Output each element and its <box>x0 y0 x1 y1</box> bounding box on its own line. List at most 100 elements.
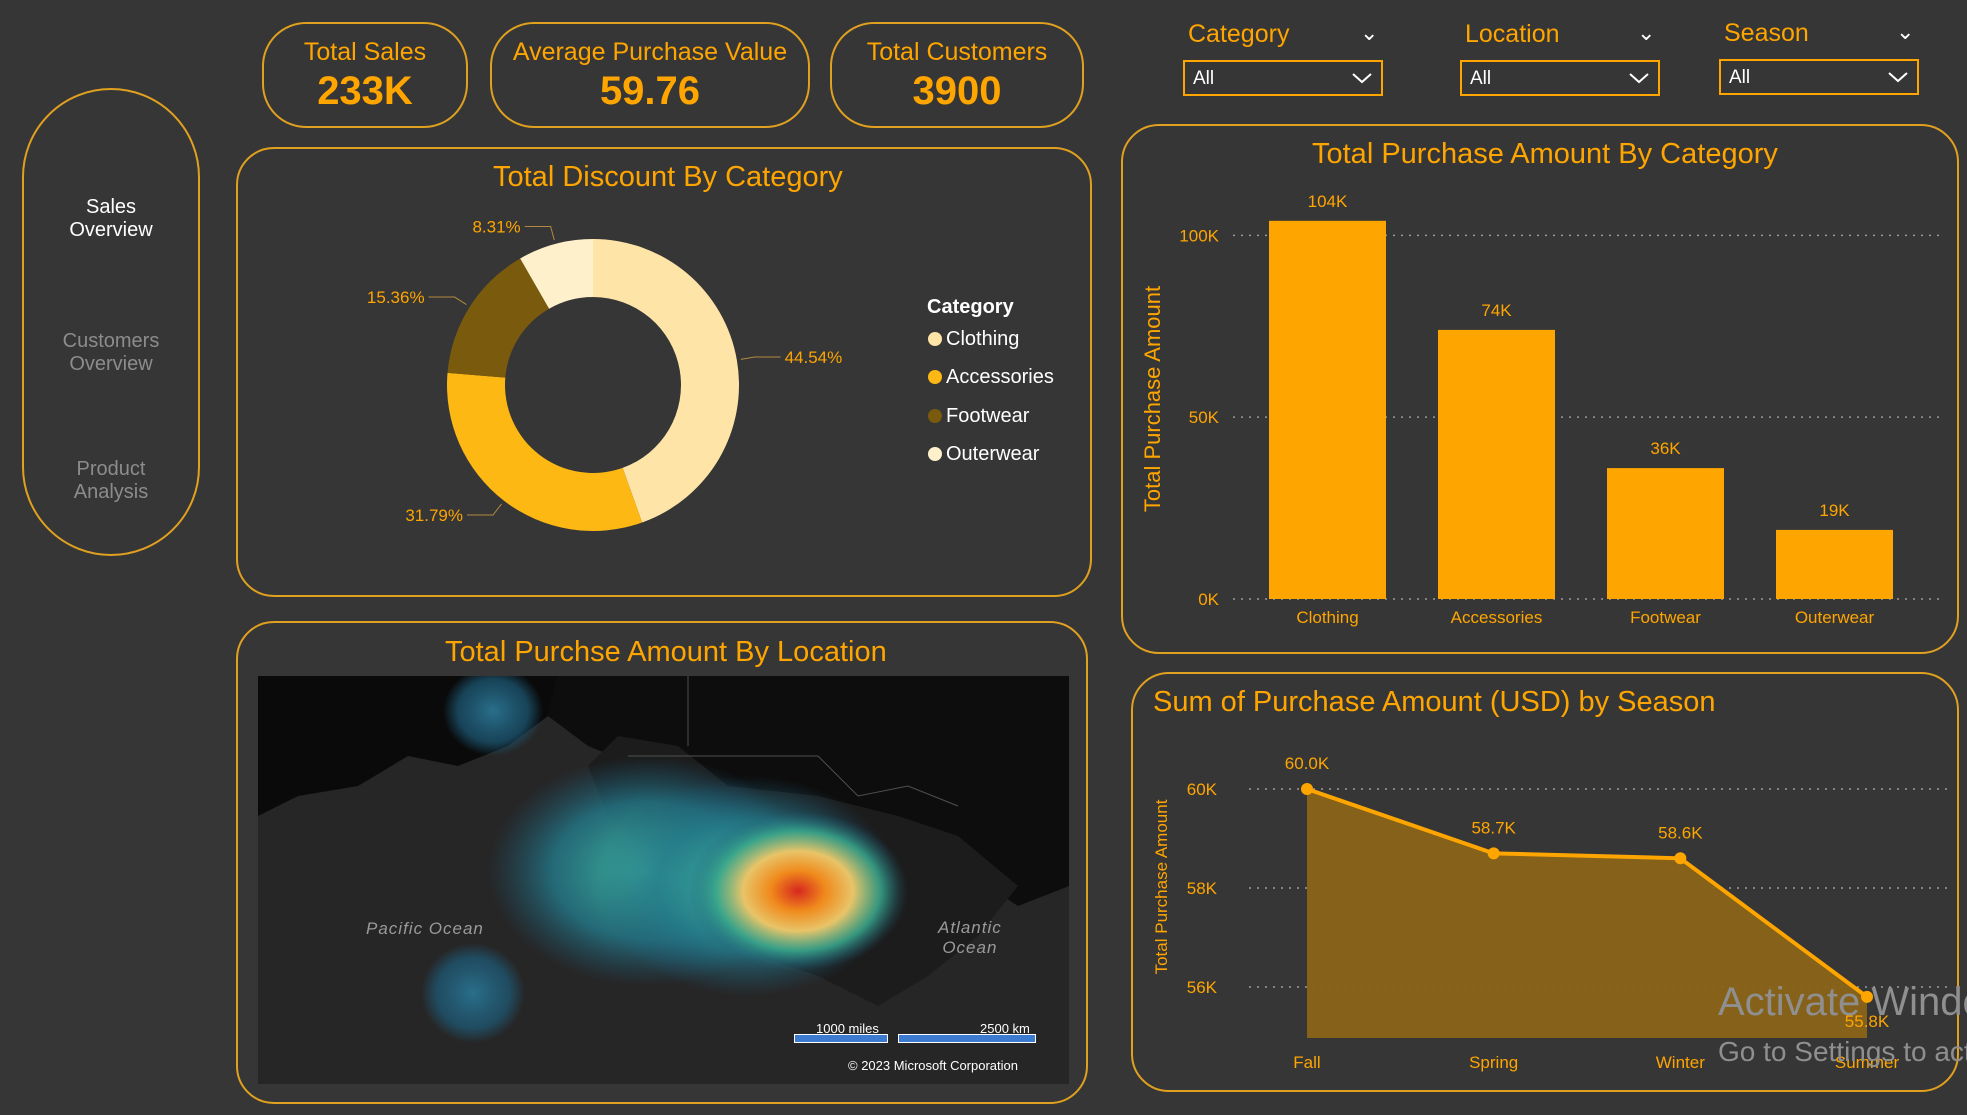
legend-item-outerwear[interactable]: Outerwear <box>928 443 1039 466</box>
chevron-down-icon[interactable]: ⌄ <box>1360 20 1379 45</box>
y-tick-label: 60K <box>1187 780 1218 799</box>
scale-bar-miles <box>794 1034 888 1043</box>
purchase-by-category-panel <box>1121 124 1959 654</box>
slicer-value: All <box>1470 68 1492 89</box>
nav-customers-overview[interactable]: Customers Overview <box>62 330 160 375</box>
x-tick-label: Summer <box>1835 1053 1900 1072</box>
area-data-label: 58.7K <box>1471 818 1516 837</box>
x-tick-label: Outerwear <box>1795 608 1875 627</box>
area-chart: 56K 58K 60K Total Purchase Amount 60.0K Fall 5… <box>1152 754 1949 1072</box>
slicer-location-dropdown[interactable]: All <box>1460 60 1660 96</box>
legend-item-accessories[interactable]: Accessories <box>928 366 1054 389</box>
map-copyright: © 2023 Microsoft Corporation <box>848 1058 1018 1073</box>
bar-data-label: 74K <box>1481 301 1512 320</box>
data-point-summer <box>1861 990 1873 1003</box>
donut-chart-title: Total Discount By Category <box>493 161 843 193</box>
donut-slice-clothing <box>593 239 740 523</box>
slicer-value: All <box>1193 68 1215 89</box>
legend-item-footwear[interactable]: Footwear <box>928 405 1029 428</box>
heat-map[interactable]: Pacific Ocean Atlantic Ocean 1000 miles 2… <box>258 676 1069 1084</box>
kpi-label: Total Sales <box>303 38 427 66</box>
legend-item-clothing[interactable]: Clothing <box>928 328 1019 351</box>
donut-leader-line <box>740 356 781 360</box>
legend-dot <box>928 370 942 384</box>
kpi-total-sales: Total Sales 233K <box>262 22 468 128</box>
nav-product-analysis[interactable]: Product Analysis <box>73 458 149 503</box>
kpi-value: 59.76 <box>599 69 701 113</box>
legend-title: Category <box>927 296 1014 318</box>
bar-accessories <box>1438 329 1555 599</box>
area-fill <box>1307 789 1867 1038</box>
legend-dot <box>928 447 942 461</box>
bar-clothing <box>1269 220 1386 599</box>
map-label-atlantic: Atlantic Ocean <box>938 918 1002 957</box>
purchase-by-season-panel <box>1131 672 1959 1092</box>
chevron-down-icon[interactable]: ⌄ <box>1896 19 1915 44</box>
area-chart-title: Sum of Purchase Amount (USD) by Season <box>1153 686 1716 718</box>
nav-sales-overview[interactable]: Sales Overview <box>69 196 153 241</box>
area-line <box>1306 787 1869 999</box>
bar-footwear <box>1607 468 1724 599</box>
slicer-value: All <box>1729 67 1751 88</box>
slicer-season-dropdown[interactable]: All <box>1719 59 1919 95</box>
y-axis-title: Total Purchase Amount <box>1152 799 1171 974</box>
kpi-total-customers: Total Customers 3900 <box>830 22 1084 128</box>
y-tick-label: 50K <box>1189 408 1220 427</box>
slicer-category-label: Category <box>1188 20 1290 48</box>
chevron-down-icon[interactable]: ⌄ <box>1637 20 1656 45</box>
donut-data-label: 31.79% <box>405 506 463 525</box>
discount-by-category-panel <box>236 147 1092 597</box>
x-tick-label: Clothing <box>1296 608 1358 627</box>
x-tick-label: Winter <box>1656 1053 1705 1072</box>
scale-label-miles: 1000 miles <box>816 1021 879 1036</box>
map-graphic <box>258 676 1069 1043</box>
kpi-average-purchase-value: Average Purchase Value 59.76 <box>490 22 810 128</box>
bar-chart-title: Total Purchase Amount By Category <box>1312 138 1778 170</box>
kpi-value: 233K <box>317 69 413 113</box>
kpi-value: 3900 <box>912 69 1002 113</box>
data-point-spring <box>1487 847 1500 860</box>
donut-slice-accessories <box>447 372 643 531</box>
legend-dot <box>928 409 942 423</box>
bar-data-label: 104K <box>1308 192 1348 211</box>
chevron-down-icon <box>1352 73 1372 84</box>
slicer-season-label: Season <box>1724 19 1809 47</box>
donut-slice-footwear <box>447 258 550 378</box>
y-axis-title: Total Purchase Amount <box>1140 286 1165 512</box>
activation-watermark-subtitle: Go to Settings to activate Windows. <box>1718 1036 1967 1067</box>
activation-watermark-title: Activate Windows <box>1718 980 1967 1024</box>
kpi-label: Average Purchase Value <box>512 38 788 66</box>
bar-data-label: 36K <box>1650 439 1681 458</box>
legend-label: Accessories <box>946 366 1054 388</box>
legend-label: Outerwear <box>946 443 1040 465</box>
map-title: Total Purchse Amount By Location <box>445 636 887 668</box>
donut-data-label: 15.36% <box>367 288 425 307</box>
donut-data-label: 44.54% <box>785 348 843 367</box>
data-point-fall <box>1301 783 1313 795</box>
x-tick-label: Accessories <box>1451 608 1543 627</box>
bar-data-label: 19K <box>1819 501 1850 520</box>
donut-leader-line <box>467 503 502 516</box>
x-tick-label: Footwear <box>1630 608 1701 627</box>
area-data-label: 58.6K <box>1658 823 1703 842</box>
slicer-category-dropdown[interactable]: All <box>1183 60 1383 96</box>
chevron-down-icon <box>1888 72 1908 83</box>
bar-outerwear <box>1776 529 1893 599</box>
data-point-winter <box>1674 852 1687 865</box>
donut-leader-line <box>428 296 467 305</box>
page-navigation: Sales Overview Customers Overview Product A… <box>22 88 200 556</box>
kpi-label: Total Customers <box>866 38 1048 66</box>
donut-data-label: 8.31% <box>472 218 520 237</box>
area-data-label: 55.8K <box>1845 1012 1890 1031</box>
x-tick-label: Fall <box>1293 1053 1320 1072</box>
purchase-by-location-panel <box>236 621 1088 1104</box>
legend-label: Footwear <box>946 405 1030 427</box>
legend-label: Clothing <box>946 328 1020 350</box>
y-tick-label: 58K <box>1187 879 1218 898</box>
chevron-down-icon <box>1629 73 1649 84</box>
bar-chart: 0K 50K 100K Total Purchase Amount 104K Clothi… <box>1140 192 1939 627</box>
y-tick-label: 100K <box>1179 226 1219 245</box>
map-label-pacific: Pacific Ocean <box>366 919 484 938</box>
x-tick-label: Spring <box>1469 1053 1518 1072</box>
y-tick-label: 0K <box>1198 590 1219 609</box>
